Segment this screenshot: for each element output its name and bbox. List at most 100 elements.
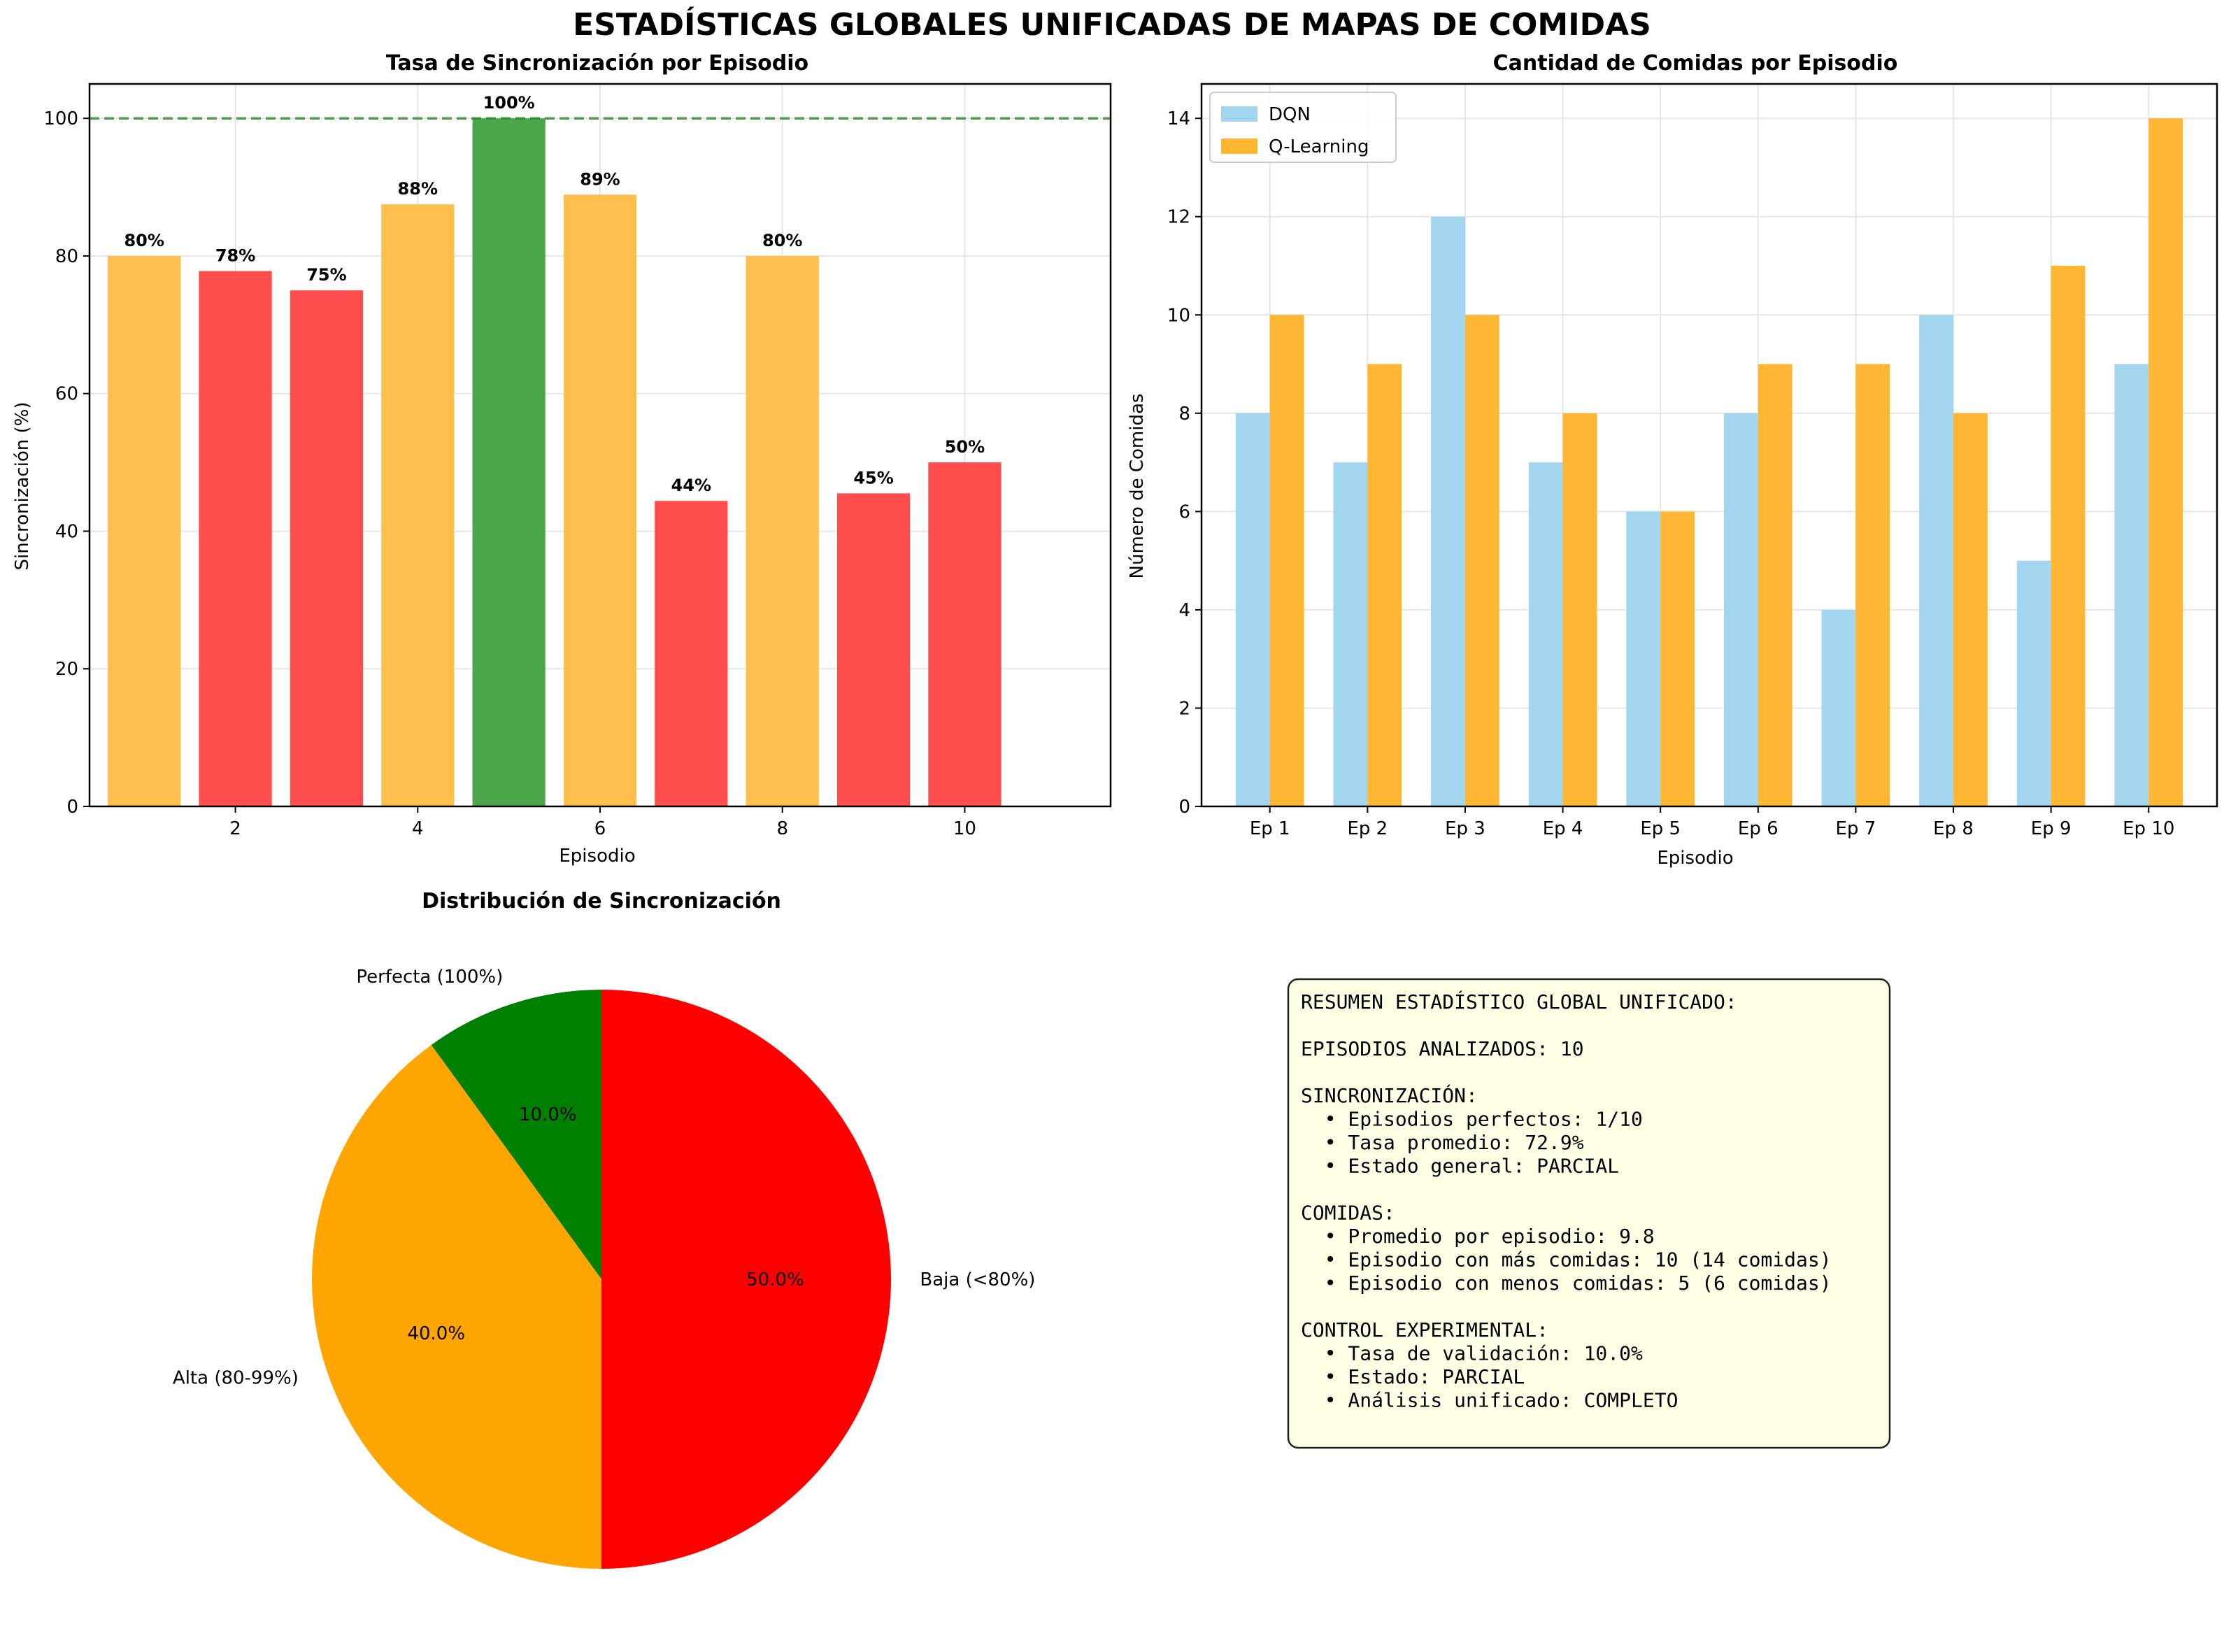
sync-bar <box>108 255 181 806</box>
pie-slice-low <box>601 990 891 1569</box>
meal-y-tick-label: 2 <box>1178 698 1190 719</box>
meal-axes: 0 2 4 6 8 10 12 14 Ep 1 Ep 2 Ep 3 Ep 4 Ep 5 Ep 6 Ep 7 E… <box>1167 83 2218 839</box>
pie-label-low: Baja (<80%) <box>920 1269 1035 1290</box>
meal-y-tick-label: 10 <box>1167 305 1190 326</box>
pie-label-perfect: Perfecta (100%) <box>356 967 503 988</box>
pie-labels: Perfecta (100%) 10.0% Alta (80-99%) 40.0% Ba… <box>173 967 1036 1389</box>
meal-x-tick-label: Ep 9 <box>2031 818 2072 839</box>
summary-line: • Promedio por episodio: 9.8 <box>1301 1225 1655 1248</box>
sync-bar-label: 75% <box>306 265 346 285</box>
sync-bar <box>199 271 272 806</box>
dqn-bar <box>1821 609 1856 806</box>
summary-line: SINCRONIZACIÓN: <box>1301 1083 1478 1107</box>
sync-bar <box>836 493 911 806</box>
sync-x-tick-label: 8 <box>776 818 788 839</box>
pie-slice-high <box>312 1045 601 1569</box>
sync-bar <box>381 204 455 807</box>
sync-rate-chart: Tasa de Sincronización por Episodio 80% 7… <box>12 51 1112 867</box>
summary-box <box>1287 978 1891 1449</box>
meal-count-chart: Cantidad de Comidas por Episodio 0 2 4 6 8 10… <box>1127 51 2218 869</box>
summary-line: RESUMEN ESTADÍSTICO GLOBAL UNIFICADO: <box>1301 990 1737 1013</box>
summary-line: • Episodio con más comidas: 10 (14 comid… <box>1301 1248 1832 1272</box>
summary-line: • Tasa de validación: 10.0% <box>1301 1342 1643 1365</box>
meal-y-tick-label: 0 <box>1178 797 1190 818</box>
qlearning-bar <box>1953 413 1988 806</box>
summary-text: RESUMEN ESTADÍSTICO GLOBAL UNIFICADO: EPI… <box>1301 990 1832 1412</box>
meal-y-tick-label: 8 <box>1178 404 1190 425</box>
meal-x-tick-label: Ep 2 <box>1347 818 1388 839</box>
sync-bar-label: 44% <box>671 476 711 495</box>
meal-y-tick-label: 6 <box>1178 501 1190 522</box>
dqn-bar <box>1431 216 1465 806</box>
sync-y-tick-label: 0 <box>66 797 78 818</box>
sync-bar <box>746 255 819 806</box>
qlearning-bar <box>1758 364 1792 806</box>
qlearning-bar <box>1660 511 1695 806</box>
meal-bars <box>1235 118 2183 806</box>
dqn-bar <box>2016 560 2051 806</box>
qlearning-legend-swatch <box>1221 138 1257 154</box>
dqn-bar <box>1235 413 1270 806</box>
summary-line: • Estado general: PARCIAL <box>1301 1155 1619 1178</box>
sync-bar-label: 89% <box>580 169 620 189</box>
meal-y-axis-label: Número de Comidas <box>1127 394 1148 579</box>
pie-pct-high: 40.0% <box>407 1323 465 1344</box>
pie-pct-perfect: 10.0% <box>519 1104 577 1125</box>
sync-y-axis-label: Sincronización (%) <box>12 402 33 571</box>
qlearning-bar <box>2051 266 2086 806</box>
sync-bars <box>108 118 1001 807</box>
meal-x-tick-label: Ep 3 <box>1445 818 1485 839</box>
summary-line: EPISODIOS ANALIZADOS: 10 <box>1301 1037 1584 1060</box>
meal-plot-frame <box>1200 83 2218 808</box>
summary-panel: RESUMEN ESTADÍSTICO GLOBAL UNIFICADO: EPI… <box>1287 978 1891 1449</box>
meal-x-tick-label: Ep 7 <box>1836 818 1876 839</box>
meal-x-tick-label: Ep 8 <box>1933 818 1974 839</box>
dqn-legend-label: DQN <box>1269 104 1311 125</box>
pie-pct-low: 50.0% <box>746 1269 804 1290</box>
sync-axes: 0 20 40 60 80 100 2 4 6 8 10 <box>43 83 1112 839</box>
sync-bar-label: 78% <box>215 246 255 266</box>
summary-line: COMIDAS: <box>1301 1202 1395 1225</box>
meal-x-tick-label: Ep 5 <box>1640 818 1681 839</box>
sync-x-tick-label: 4 <box>412 818 424 839</box>
qlearning-legend-label: Q-Learning <box>1269 136 1369 157</box>
sync-plot-frame <box>88 83 1112 808</box>
dqn-bar <box>1333 462 1368 806</box>
qlearning-bar <box>2148 118 2183 806</box>
meal-chart-title: Cantidad de Comidas por Episodio <box>1493 51 1898 76</box>
meal-x-tick-label: Ep 6 <box>1738 818 1779 839</box>
sync-bar-label: 88% <box>398 179 438 199</box>
dqn-bar <box>1919 315 1954 806</box>
pie-chart-title: Distribución de Sincronización <box>422 889 781 913</box>
sync-x-axis-label: Episodio <box>559 846 635 867</box>
dqn-bar <box>1528 462 1563 806</box>
sync-y-tick-label: 60 <box>55 384 78 405</box>
meal-y-tick-label: 12 <box>1167 207 1190 228</box>
summary-line: • Episodios perfectos: 1/10 <box>1301 1108 1643 1131</box>
sync-y-tick-label: 100 <box>43 108 78 129</box>
summary-line: • Episodio con menos comidas: 5 (6 comid… <box>1301 1272 1832 1295</box>
qlearning-bar <box>1367 364 1402 806</box>
sync-x-tick-label: 6 <box>594 818 606 839</box>
summary-line: CONTROL EXPERIMENTAL: <box>1301 1318 1548 1341</box>
sync-bar-label: 80% <box>762 231 802 250</box>
sync-data-labels: 80% 78% 75% 88% 100% 89% 44% 80% 45% 50% <box>124 93 985 495</box>
pie-slice-perfect <box>431 990 601 1279</box>
dqn-bar <box>1723 413 1758 806</box>
sync-bar-label: 100% <box>483 93 535 113</box>
summary-line: • Análisis unificado: COMPLETO <box>1301 1389 1678 1412</box>
sync-bar-label: 50% <box>945 437 985 457</box>
meal-x-tick-label: Ep 4 <box>1543 818 1583 839</box>
sync-bar <box>563 194 637 807</box>
sync-bar <box>290 290 364 807</box>
sync-bar <box>472 118 546 806</box>
sync-y-tick-label: 80 <box>55 246 78 267</box>
meal-x-tick-label: Ep 1 <box>1250 818 1290 839</box>
qlearning-bar <box>1855 364 1890 806</box>
summary-line: • Tasa promedio: 72.9% <box>1301 1131 1584 1154</box>
qlearning-bar <box>1269 315 1304 806</box>
meal-x-axis-label: Episodio <box>1657 848 1733 869</box>
sync-bar <box>655 501 728 806</box>
sync-bar <box>928 462 1001 806</box>
